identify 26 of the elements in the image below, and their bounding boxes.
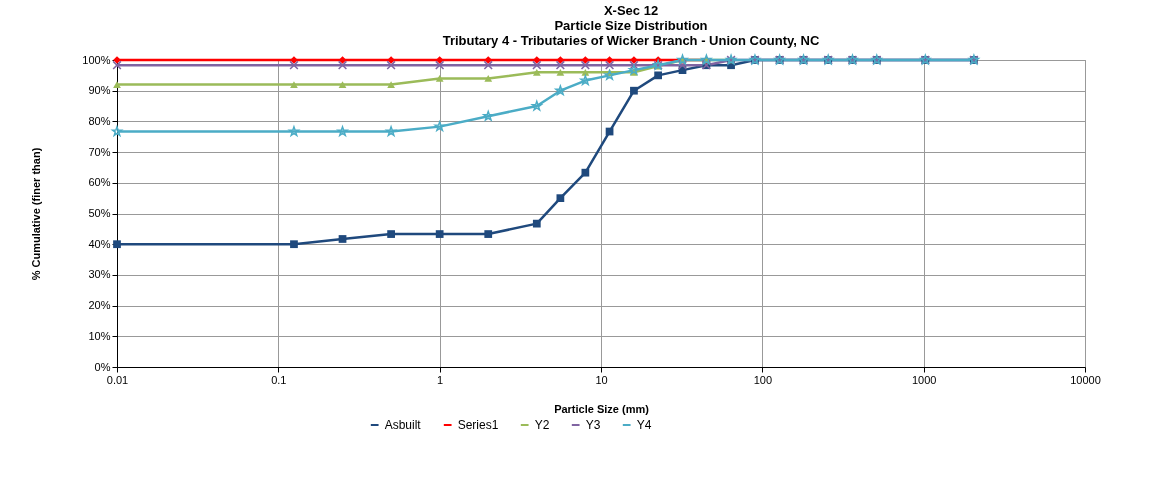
- y-axis-title: % Cumulative (finer than): [30, 147, 43, 281]
- x-tick-label: 100: [753, 373, 773, 386]
- y-tick-label: 40%: [88, 237, 111, 250]
- y-tick-label: 10%: [88, 329, 111, 342]
- chart-title: X-Sec 12 Particle Size Distribution Tributary 4 - Tributaries of Wicker Branch - Union County, NC: [442, 3, 820, 49]
- x-tick-label: 0.1: [271, 373, 287, 386]
- y-tick-label: 90%: [88, 84, 111, 97]
- x-axis-title: Particle Size (mm): [554, 402, 650, 415]
- legend-label: Y4: [636, 418, 652, 432]
- x-tick-label: 10000: [1070, 373, 1101, 386]
- x-tick-label: 1: [437, 373, 444, 386]
- legend-label: Series1: [457, 418, 499, 432]
- x-tick-label: 1000: [911, 373, 937, 386]
- y-tick-label: 70%: [88, 145, 111, 158]
- legend-label: Y3: [585, 418, 601, 432]
- x-tick-label: 10: [595, 373, 608, 386]
- y-tick-label: 50%: [88, 207, 111, 219]
- y-tick-label: 20%: [88, 299, 111, 312]
- legend-label: Asbuilt: [384, 418, 422, 432]
- y-tick-label: 100%: [82, 53, 111, 66]
- y-tick-label: 60%: [88, 176, 111, 189]
- x-tick-label: 0.01: [106, 373, 129, 386]
- legend-label: Y2: [534, 418, 550, 432]
- y-tick-label: 30%: [88, 268, 111, 281]
- y-tick-label: 80%: [88, 114, 111, 127]
- y-tick-label: 0%: [94, 360, 111, 373]
